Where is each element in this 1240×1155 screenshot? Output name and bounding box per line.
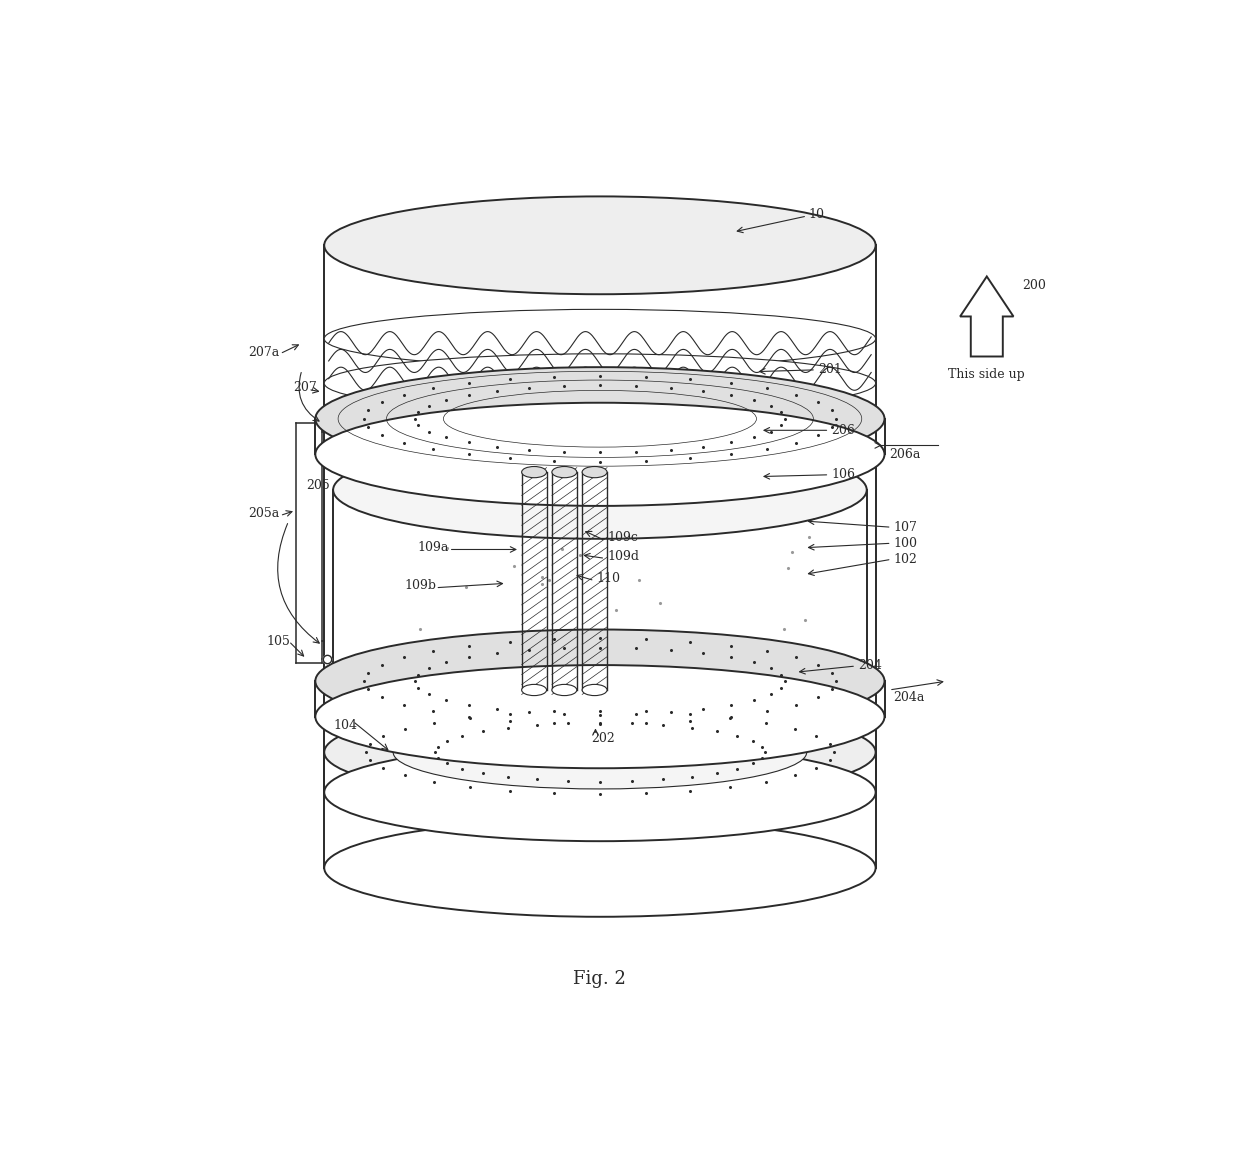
Ellipse shape [324,196,875,295]
Ellipse shape [315,403,884,506]
Text: 110: 110 [596,573,620,586]
Text: 106: 106 [831,468,856,482]
Ellipse shape [324,819,875,917]
Text: 207: 207 [293,381,317,394]
Text: 204a: 204a [893,691,925,703]
Ellipse shape [315,629,884,732]
Ellipse shape [522,467,547,478]
Text: 109a: 109a [418,542,449,554]
Text: 202: 202 [591,732,615,745]
Text: 205a: 205a [249,507,280,521]
Text: 102: 102 [893,553,918,566]
Ellipse shape [315,367,884,470]
Text: 109c: 109c [608,530,637,544]
Ellipse shape [582,685,608,695]
Text: 207a: 207a [249,345,280,358]
Ellipse shape [324,744,875,841]
Text: 10: 10 [808,208,825,221]
Text: 109b: 109b [404,580,436,593]
Text: 205: 205 [306,479,330,492]
Text: This side up: This side up [949,367,1025,381]
Text: 206: 206 [831,424,856,437]
Ellipse shape [324,353,875,412]
Ellipse shape [552,467,577,478]
Text: 107: 107 [893,521,918,534]
Ellipse shape [324,703,875,802]
Text: 109d: 109d [608,550,639,564]
Ellipse shape [522,685,547,695]
Ellipse shape [552,685,577,695]
Text: 206a: 206a [889,448,920,461]
Text: 100: 100 [893,537,918,550]
Polygon shape [960,276,1013,357]
Ellipse shape [582,467,608,478]
Text: 201: 201 [818,364,842,377]
Text: 104: 104 [334,720,357,732]
Ellipse shape [324,310,875,368]
Ellipse shape [393,716,807,789]
Text: 105: 105 [267,634,290,648]
Ellipse shape [315,665,884,768]
Text: 200: 200 [1022,278,1047,292]
Ellipse shape [334,441,867,539]
Text: 204: 204 [858,660,882,672]
Text: Fig. 2: Fig. 2 [573,970,626,988]
